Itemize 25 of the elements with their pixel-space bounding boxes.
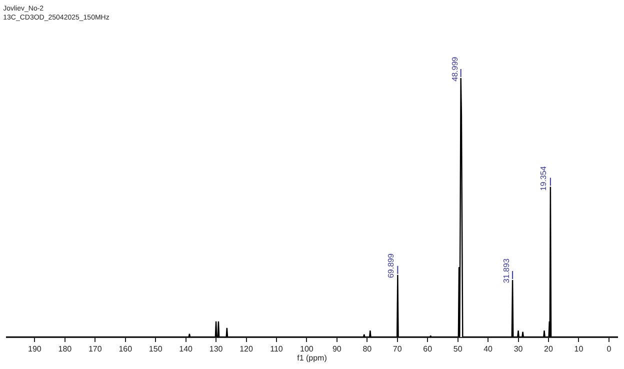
x-tick-label: 170 bbox=[88, 344, 102, 354]
x-tick-label: 150 bbox=[148, 344, 163, 354]
x-tick-label: 110 bbox=[270, 344, 284, 354]
x-tick-label: 0 bbox=[606, 344, 612, 354]
x-tick-label: 50 bbox=[453, 344, 463, 354]
x-tick-label: 10 bbox=[574, 344, 584, 354]
x-tick-label: 20 bbox=[544, 344, 554, 354]
x-axis-title: f1 (ppm) bbox=[297, 354, 328, 363]
x-tick-label: 40 bbox=[484, 344, 494, 354]
x-tick-label: 30 bbox=[514, 344, 524, 354]
annotation: 31.893 bbox=[502, 258, 512, 284]
annotation: 48.999 bbox=[450, 56, 460, 82]
x-tick-label: 180 bbox=[58, 344, 72, 354]
x-tick-label: 90 bbox=[332, 344, 342, 354]
x-tick-label: 100 bbox=[300, 344, 314, 354]
x-tick-label: 80 bbox=[362, 344, 372, 354]
x-tick-label: 130 bbox=[209, 344, 224, 354]
x-tick-label: 140 bbox=[179, 344, 194, 354]
x-tick-label: 120 bbox=[240, 344, 254, 354]
annotation: 69.899 bbox=[386, 253, 396, 278]
x-tick-label: 190 bbox=[28, 344, 42, 354]
x-tick-label: 160 bbox=[118, 344, 133, 354]
x-tick-label: 70 bbox=[392, 344, 402, 354]
x-tick-label: 60 bbox=[423, 344, 433, 354]
annotation: 19.354 bbox=[539, 166, 548, 191]
